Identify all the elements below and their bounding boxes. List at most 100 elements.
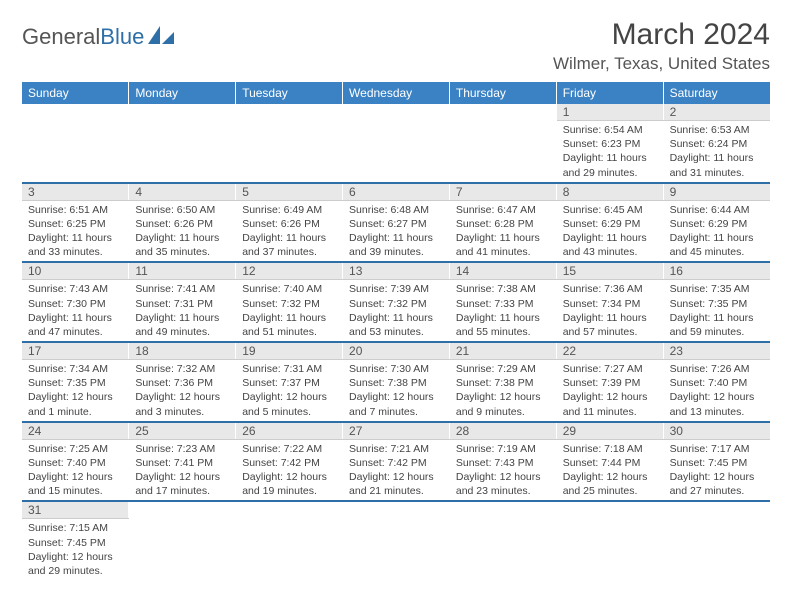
day-number: 10 [22, 262, 129, 280]
day-number: 16 [663, 262, 770, 280]
calendar-table: Sunday Monday Tuesday Wednesday Thursday… [22, 82, 770, 580]
day-cell: Sunrise: 7:15 AM Sunset: 7:45 PM Dayligh… [22, 519, 129, 580]
day-cell-text: Sunrise: 6:44 AM Sunset: 6:29 PM Dayligh… [670, 203, 764, 260]
day-cell [236, 519, 343, 580]
day-cell-text: Sunrise: 7:31 AM Sunset: 7:37 PM Dayligh… [242, 362, 336, 419]
day-header-row: Sunday Monday Tuesday Wednesday Thursday… [22, 82, 770, 104]
daynum-row: 17181920212223 [22, 342, 770, 360]
day-cell: Sunrise: 7:29 AM Sunset: 7:38 PM Dayligh… [449, 360, 556, 422]
day-cell-text: Sunrise: 6:53 AM Sunset: 6:24 PM Dayligh… [670, 123, 764, 180]
day-cell [449, 121, 556, 183]
day-cell-text: Sunrise: 7:25 AM Sunset: 7:40 PM Dayligh… [28, 442, 122, 499]
day-cell [129, 519, 236, 580]
day-number [129, 104, 236, 121]
day-cell [449, 519, 556, 580]
day-cell-text: Sunrise: 6:49 AM Sunset: 6:26 PM Dayligh… [242, 203, 336, 260]
day-cell: Sunrise: 6:51 AM Sunset: 6:25 PM Dayligh… [22, 200, 129, 262]
day-header: Friday [556, 82, 663, 104]
day-cell: Sunrise: 7:35 AM Sunset: 7:35 PM Dayligh… [663, 280, 770, 342]
day-cell-text: Sunrise: 7:35 AM Sunset: 7:35 PM Dayligh… [670, 282, 764, 339]
day-cell: Sunrise: 7:32 AM Sunset: 7:36 PM Dayligh… [129, 360, 236, 422]
day-cell-text: Sunrise: 7:38 AM Sunset: 7:33 PM Dayligh… [456, 282, 550, 339]
day-number: 19 [236, 342, 343, 360]
day-number: 4 [129, 183, 236, 201]
day-header: Monday [129, 82, 236, 104]
day-cell: Sunrise: 7:40 AM Sunset: 7:32 PM Dayligh… [236, 280, 343, 342]
day-cell: Sunrise: 7:23 AM Sunset: 7:41 PM Dayligh… [129, 439, 236, 501]
day-number: 28 [449, 422, 556, 440]
day-cell: Sunrise: 7:27 AM Sunset: 7:39 PM Dayligh… [556, 360, 663, 422]
day-cell-text: Sunrise: 6:45 AM Sunset: 6:29 PM Dayligh… [563, 203, 657, 260]
day-cell-text: Sunrise: 7:18 AM Sunset: 7:44 PM Dayligh… [563, 442, 657, 499]
day-number: 25 [129, 422, 236, 440]
day-cell: Sunrise: 6:45 AM Sunset: 6:29 PM Dayligh… [556, 200, 663, 262]
day-cell: Sunrise: 7:21 AM Sunset: 7:42 PM Dayligh… [343, 439, 450, 501]
day-number: 12 [236, 262, 343, 280]
day-number: 30 [663, 422, 770, 440]
day-number [663, 501, 770, 519]
day-cell-text: Sunrise: 7:40 AM Sunset: 7:32 PM Dayligh… [242, 282, 336, 339]
day-cell: Sunrise: 6:49 AM Sunset: 6:26 PM Dayligh… [236, 200, 343, 262]
day-number [236, 501, 343, 519]
day-number: 5 [236, 183, 343, 201]
header: GeneralBlue March 2024 Wilmer, Texas, Un… [22, 18, 770, 74]
day-number: 7 [449, 183, 556, 201]
day-cell-text: Sunrise: 6:54 AM Sunset: 6:23 PM Dayligh… [563, 123, 657, 180]
day-cell: Sunrise: 6:54 AM Sunset: 6:23 PM Dayligh… [556, 121, 663, 183]
daynum-row: 31 [22, 501, 770, 519]
day-cell-text: Sunrise: 7:22 AM Sunset: 7:42 PM Dayligh… [242, 442, 336, 499]
day-cell-text: Sunrise: 7:23 AM Sunset: 7:41 PM Dayligh… [135, 442, 229, 499]
month-title: March 2024 [553, 18, 770, 52]
day-number [343, 104, 450, 121]
day-cell [556, 519, 663, 580]
day-header: Sunday [22, 82, 129, 104]
logo-text-2: Blue [100, 24, 144, 50]
day-cell-text: Sunrise: 6:51 AM Sunset: 6:25 PM Dayligh… [28, 203, 122, 260]
daynum-row: 24252627282930 [22, 422, 770, 440]
day-cell: Sunrise: 7:25 AM Sunset: 7:40 PM Dayligh… [22, 439, 129, 501]
day-cell: Sunrise: 7:26 AM Sunset: 7:40 PM Dayligh… [663, 360, 770, 422]
day-cell [236, 121, 343, 183]
day-cell: Sunrise: 7:36 AM Sunset: 7:34 PM Dayligh… [556, 280, 663, 342]
day-cell: Sunrise: 7:43 AM Sunset: 7:30 PM Dayligh… [22, 280, 129, 342]
day-cell-text: Sunrise: 7:43 AM Sunset: 7:30 PM Dayligh… [28, 282, 122, 339]
daynum-row: 3456789 [22, 183, 770, 201]
detail-row: Sunrise: 7:34 AM Sunset: 7:35 PM Dayligh… [22, 360, 770, 422]
day-number: 24 [22, 422, 129, 440]
detail-row: Sunrise: 7:25 AM Sunset: 7:40 PM Dayligh… [22, 439, 770, 501]
day-cell-text: Sunrise: 7:17 AM Sunset: 7:45 PM Dayligh… [670, 442, 764, 499]
day-number: 6 [343, 183, 450, 201]
day-cell: Sunrise: 6:47 AM Sunset: 6:28 PM Dayligh… [449, 200, 556, 262]
day-number: 14 [449, 262, 556, 280]
day-number: 15 [556, 262, 663, 280]
day-cell: Sunrise: 7:34 AM Sunset: 7:35 PM Dayligh… [22, 360, 129, 422]
day-number: 26 [236, 422, 343, 440]
day-number: 2 [663, 104, 770, 121]
day-cell: Sunrise: 7:30 AM Sunset: 7:38 PM Dayligh… [343, 360, 450, 422]
day-number: 22 [556, 342, 663, 360]
logo-sail-icon [148, 24, 174, 50]
day-cell [129, 121, 236, 183]
detail-row: Sunrise: 7:43 AM Sunset: 7:30 PM Dayligh… [22, 280, 770, 342]
day-cell-text: Sunrise: 7:19 AM Sunset: 7:43 PM Dayligh… [456, 442, 550, 499]
day-cell-text: Sunrise: 7:30 AM Sunset: 7:38 PM Dayligh… [349, 362, 443, 419]
day-number: 29 [556, 422, 663, 440]
day-cell-text: Sunrise: 6:48 AM Sunset: 6:27 PM Dayligh… [349, 203, 443, 260]
title-block: March 2024 Wilmer, Texas, United States [553, 18, 770, 74]
day-number: 27 [343, 422, 450, 440]
daynum-row: 10111213141516 [22, 262, 770, 280]
day-number [449, 104, 556, 121]
day-cell-text: Sunrise: 7:34 AM Sunset: 7:35 PM Dayligh… [28, 362, 122, 419]
day-number: 18 [129, 342, 236, 360]
day-cell: Sunrise: 7:39 AM Sunset: 7:32 PM Dayligh… [343, 280, 450, 342]
day-cell-text: Sunrise: 7:26 AM Sunset: 7:40 PM Dayligh… [670, 362, 764, 419]
daynum-row: 12 [22, 104, 770, 121]
day-number [449, 501, 556, 519]
day-cell [343, 121, 450, 183]
day-cell: Sunrise: 7:22 AM Sunset: 7:42 PM Dayligh… [236, 439, 343, 501]
day-number: 31 [22, 501, 129, 519]
day-number: 11 [129, 262, 236, 280]
day-cell-text: Sunrise: 7:21 AM Sunset: 7:42 PM Dayligh… [349, 442, 443, 499]
day-cell: Sunrise: 6:50 AM Sunset: 6:26 PM Dayligh… [129, 200, 236, 262]
day-number: 3 [22, 183, 129, 201]
